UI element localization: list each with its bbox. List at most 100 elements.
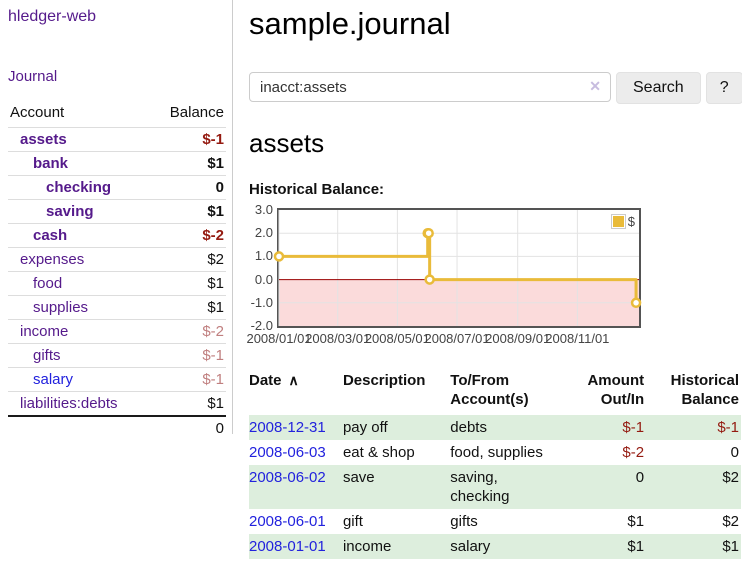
transaction-accounts: salary: [450, 538, 491, 555]
journal-link[interactable]: Journal: [8, 68, 58, 85]
transaction-date-link[interactable]: 2008-01-01: [249, 538, 326, 555]
y-tick-label: -1.0: [250, 294, 273, 310]
account-link[interactable]: assets: [20, 131, 67, 148]
y-tick-label: 1.0: [254, 248, 273, 264]
transaction-date-link[interactable]: 2008-06-01: [249, 513, 326, 530]
account-row: income $-2: [8, 319, 226, 344]
account-row: liabilities:debts $1: [8, 391, 226, 416]
transaction-balance: 0: [730, 444, 739, 461]
account-link[interactable]: gifts: [33, 347, 61, 364]
transaction-description: pay off: [342, 419, 388, 436]
accounts-col-balance: Balance: [169, 104, 224, 121]
y-tick-label: 3.0: [254, 202, 273, 217]
account-link[interactable]: expenses: [20, 251, 85, 268]
account-link[interactable]: liabilities:debts: [20, 395, 118, 412]
transaction-accounts: debts: [450, 419, 487, 436]
register-row: 2008-12-31 pay off debts $-1 $-1: [249, 415, 741, 440]
account-link[interactable]: bank: [33, 155, 69, 172]
account-link[interactable]: food: [33, 275, 63, 292]
account-balance: $1: [151, 199, 226, 224]
account-balance: $1: [151, 295, 226, 320]
account-balance: $1: [151, 391, 226, 416]
register-row: 2008-01-01 income salary $1 $1: [249, 534, 741, 559]
register-col-label: Description: [342, 372, 426, 389]
accounts-table: Account Balance assets $-1 bank $1 check…: [8, 101, 226, 440]
clear-search-icon[interactable]: ✕: [589, 78, 601, 94]
transaction-amount: $1: [627, 538, 645, 555]
register-col-date[interactable]: Date ∧: [249, 368, 343, 415]
account-link[interactable]: income: [20, 323, 69, 340]
account-row: saving $1: [8, 199, 226, 224]
accounts-total-row: 0: [8, 415, 226, 440]
register-col-label: To/From Account(s): [450, 372, 529, 408]
account-balance: $-1: [151, 127, 226, 152]
register-col-historical: Historical Balance: [652, 368, 741, 415]
account-link[interactable]: salary: [33, 371, 74, 388]
accounts-col-account: Account: [10, 104, 65, 121]
account-row: food $1: [8, 271, 226, 296]
x-tick-label: 2008/11/01: [545, 331, 610, 346]
chart-legend: $: [610, 214, 635, 229]
app-layout: hledger-web Journal Account Balance asse…: [0, 0, 742, 559]
account-link[interactable]: supplies: [33, 299, 89, 316]
y-tick-label: 0.0: [254, 271, 273, 287]
register-col-description: Description: [343, 368, 450, 415]
account-balance: $2: [151, 247, 226, 272]
transaction-date-link[interactable]: 2008-06-02: [249, 469, 326, 486]
x-tick-label: 2008/05/01: [364, 331, 430, 346]
x-tick-label: 2008/01/01: [246, 331, 312, 346]
chart-section-label: Historical Balance:: [249, 181, 385, 198]
transaction-balance: $-1: [717, 419, 739, 436]
nav: Journal: [8, 68, 226, 86]
transaction-description: save: [342, 469, 375, 486]
chart-y-axis-labels: 3.0 2.0 1.0 0.0 -1.0 -2.0: [249, 203, 277, 333]
account-row: expenses $2: [8, 247, 226, 272]
account-row: gifts $-1: [8, 343, 226, 368]
account-link[interactable]: checking: [46, 179, 112, 196]
transaction-amount: $-2: [622, 444, 645, 461]
transaction-accounts: gifts: [450, 513, 478, 530]
search-button[interactable]: Search: [616, 72, 701, 104]
legend-label: $: [627, 214, 635, 229]
register-header-row: Date ∧ Description To/From Account(s) Amount…: [249, 368, 741, 415]
search-form: ✕ Search ?: [249, 72, 742, 104]
legend-swatch-border: [610, 214, 626, 229]
x-tick-label: 2008/07/01: [424, 331, 490, 346]
y-tick-label: -2.0: [250, 318, 273, 333]
transaction-date-link[interactable]: 2008-12-31: [249, 419, 326, 436]
account-balance: $-1: [151, 343, 226, 368]
account-link[interactable]: saving: [46, 203, 94, 220]
sort-ascending-icon: ∧: [288, 372, 299, 388]
legend-color-swatch: [612, 216, 624, 227]
x-tick-label: 2008/09/01: [485, 331, 551, 346]
account-row: checking 0: [8, 175, 226, 200]
help-button[interactable]: ?: [705, 72, 742, 104]
transaction-accounts: saving, checking: [450, 469, 510, 505]
account-balance: $1: [151, 271, 226, 296]
transaction-balance: $1: [722, 538, 739, 555]
main-content: sample.journal ✕ Search ? assets Histori…: [233, 0, 742, 559]
account-heading: assets: [249, 128, 325, 158]
account-row: salary $-1: [8, 367, 226, 392]
register-col-amount: Amount Out/In: [572, 368, 652, 415]
account-balance: 0: [151, 175, 226, 200]
transaction-amount: 0: [635, 469, 645, 486]
search-input[interactable]: [249, 72, 611, 102]
transaction-balance: $2: [722, 513, 739, 530]
register-col-tofrom: To/From Account(s): [450, 368, 572, 415]
register-table: Date ∧ Description To/From Account(s) Amount…: [249, 368, 741, 559]
brand-link[interactable]: hledger-web: [8, 8, 97, 25]
register-col-label: Historical Balance: [670, 372, 739, 408]
brand: hledger-web: [8, 8, 226, 26]
transaction-date-link[interactable]: 2008-06-03: [249, 444, 326, 461]
account-row: supplies $1: [8, 295, 226, 320]
x-tick-label: 2008/03/01: [305, 331, 371, 346]
account-row: assets $-1: [8, 127, 226, 152]
account-row: cash $-2: [8, 223, 226, 248]
accounts-header-row: Account Balance: [8, 101, 226, 128]
sidebar: hledger-web Journal Account Balance asse…: [0, 0, 233, 440]
register-row: 2008-06-01 gift gifts $1 $2: [249, 509, 741, 534]
account-link[interactable]: cash: [33, 227, 68, 244]
register-row: 2008-06-03 eat & shop food, supplies $-2…: [249, 440, 741, 465]
y-tick-label: 2.0: [254, 225, 273, 241]
